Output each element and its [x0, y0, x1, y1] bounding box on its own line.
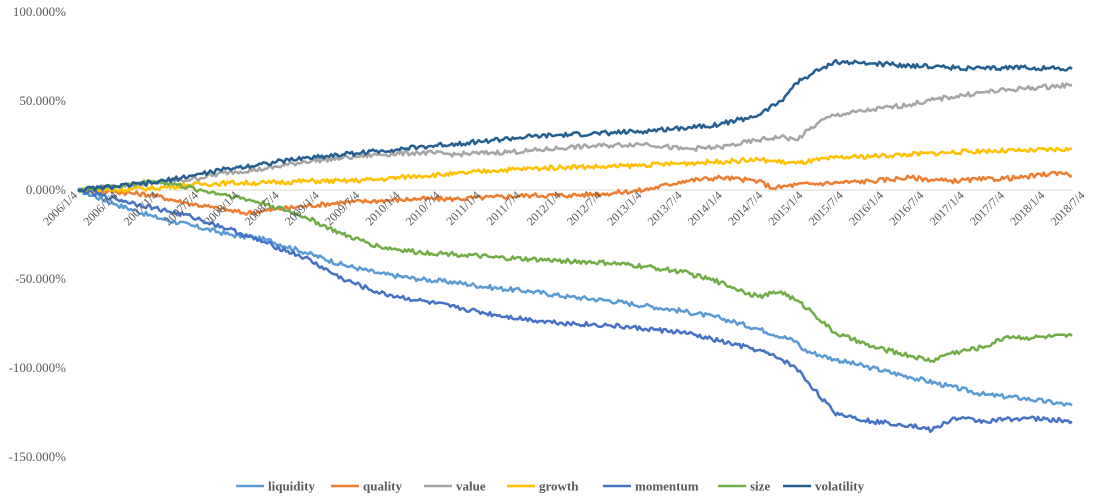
x-tick-label: 2011/1/4	[443, 188, 483, 228]
series-group	[77, 58, 1073, 434]
y-tick-label: -50.000%	[15, 271, 66, 286]
x-tick-label: 2010/1/4	[362, 188, 402, 228]
x-tick-label: 2017/7/4	[967, 188, 1007, 228]
legend-label-size: size	[750, 479, 770, 494]
y-axis: 100.000% 50.000% 0.000% -50.000% -100.000% -1…	[9, 4, 67, 464]
y-tick-label: 50.000%	[19, 93, 66, 108]
legend-label-momentum: momentum	[635, 479, 699, 494]
y-tick-label: -150.000%	[9, 449, 67, 464]
legend-label-value: value	[456, 479, 486, 494]
x-tick-label: 2016/7/4	[886, 188, 926, 228]
x-tick-label: 2018/7/4	[1048, 188, 1088, 228]
x-tick-label: 2016/1/4	[846, 188, 886, 228]
x-tick-label: 2015/7/4	[806, 188, 846, 228]
x-tick-label: 2017/1/4	[927, 188, 967, 228]
legend-label-growth: growth	[539, 479, 579, 494]
y-tick-label: -100.000%	[9, 360, 67, 375]
x-tick-label: 2018/1/4	[1007, 188, 1047, 228]
x-tick-label: 2013/7/4	[645, 188, 685, 228]
series-line-volatility	[77, 58, 1073, 193]
series-line-momentum	[77, 187, 1073, 434]
legend-label-volatility: volatility	[815, 479, 865, 494]
y-tick-label: 0.000%	[26, 182, 66, 197]
legend: liquidity quality value growth momentum size v…	[236, 479, 865, 494]
x-tick-label: 2009/7/4	[322, 188, 362, 228]
series-line-size	[77, 178, 1073, 364]
x-tick-label: 2010/7/4	[403, 188, 443, 228]
x-axis: 2006/1/4 2006/7/4 2007/1/4 2007/7/4 2008/1/4…	[40, 188, 1088, 228]
series-line-value	[77, 82, 1073, 193]
legend-label-quality: quality	[363, 479, 403, 494]
x-tick-label: 2014/1/4	[685, 188, 725, 228]
series-line-growth	[77, 146, 1073, 194]
x-tick-label: 2011/7/4	[484, 188, 524, 228]
x-tick-label: 2014/7/4	[725, 188, 765, 228]
x-tick-label: 2015/1/4	[765, 188, 805, 228]
legend-label-liquidity: liquidity	[268, 479, 315, 494]
series-line-quality	[77, 170, 1073, 216]
y-tick-label: 100.000%	[13, 4, 66, 19]
x-tick-label: 2012/1/4	[524, 188, 564, 228]
